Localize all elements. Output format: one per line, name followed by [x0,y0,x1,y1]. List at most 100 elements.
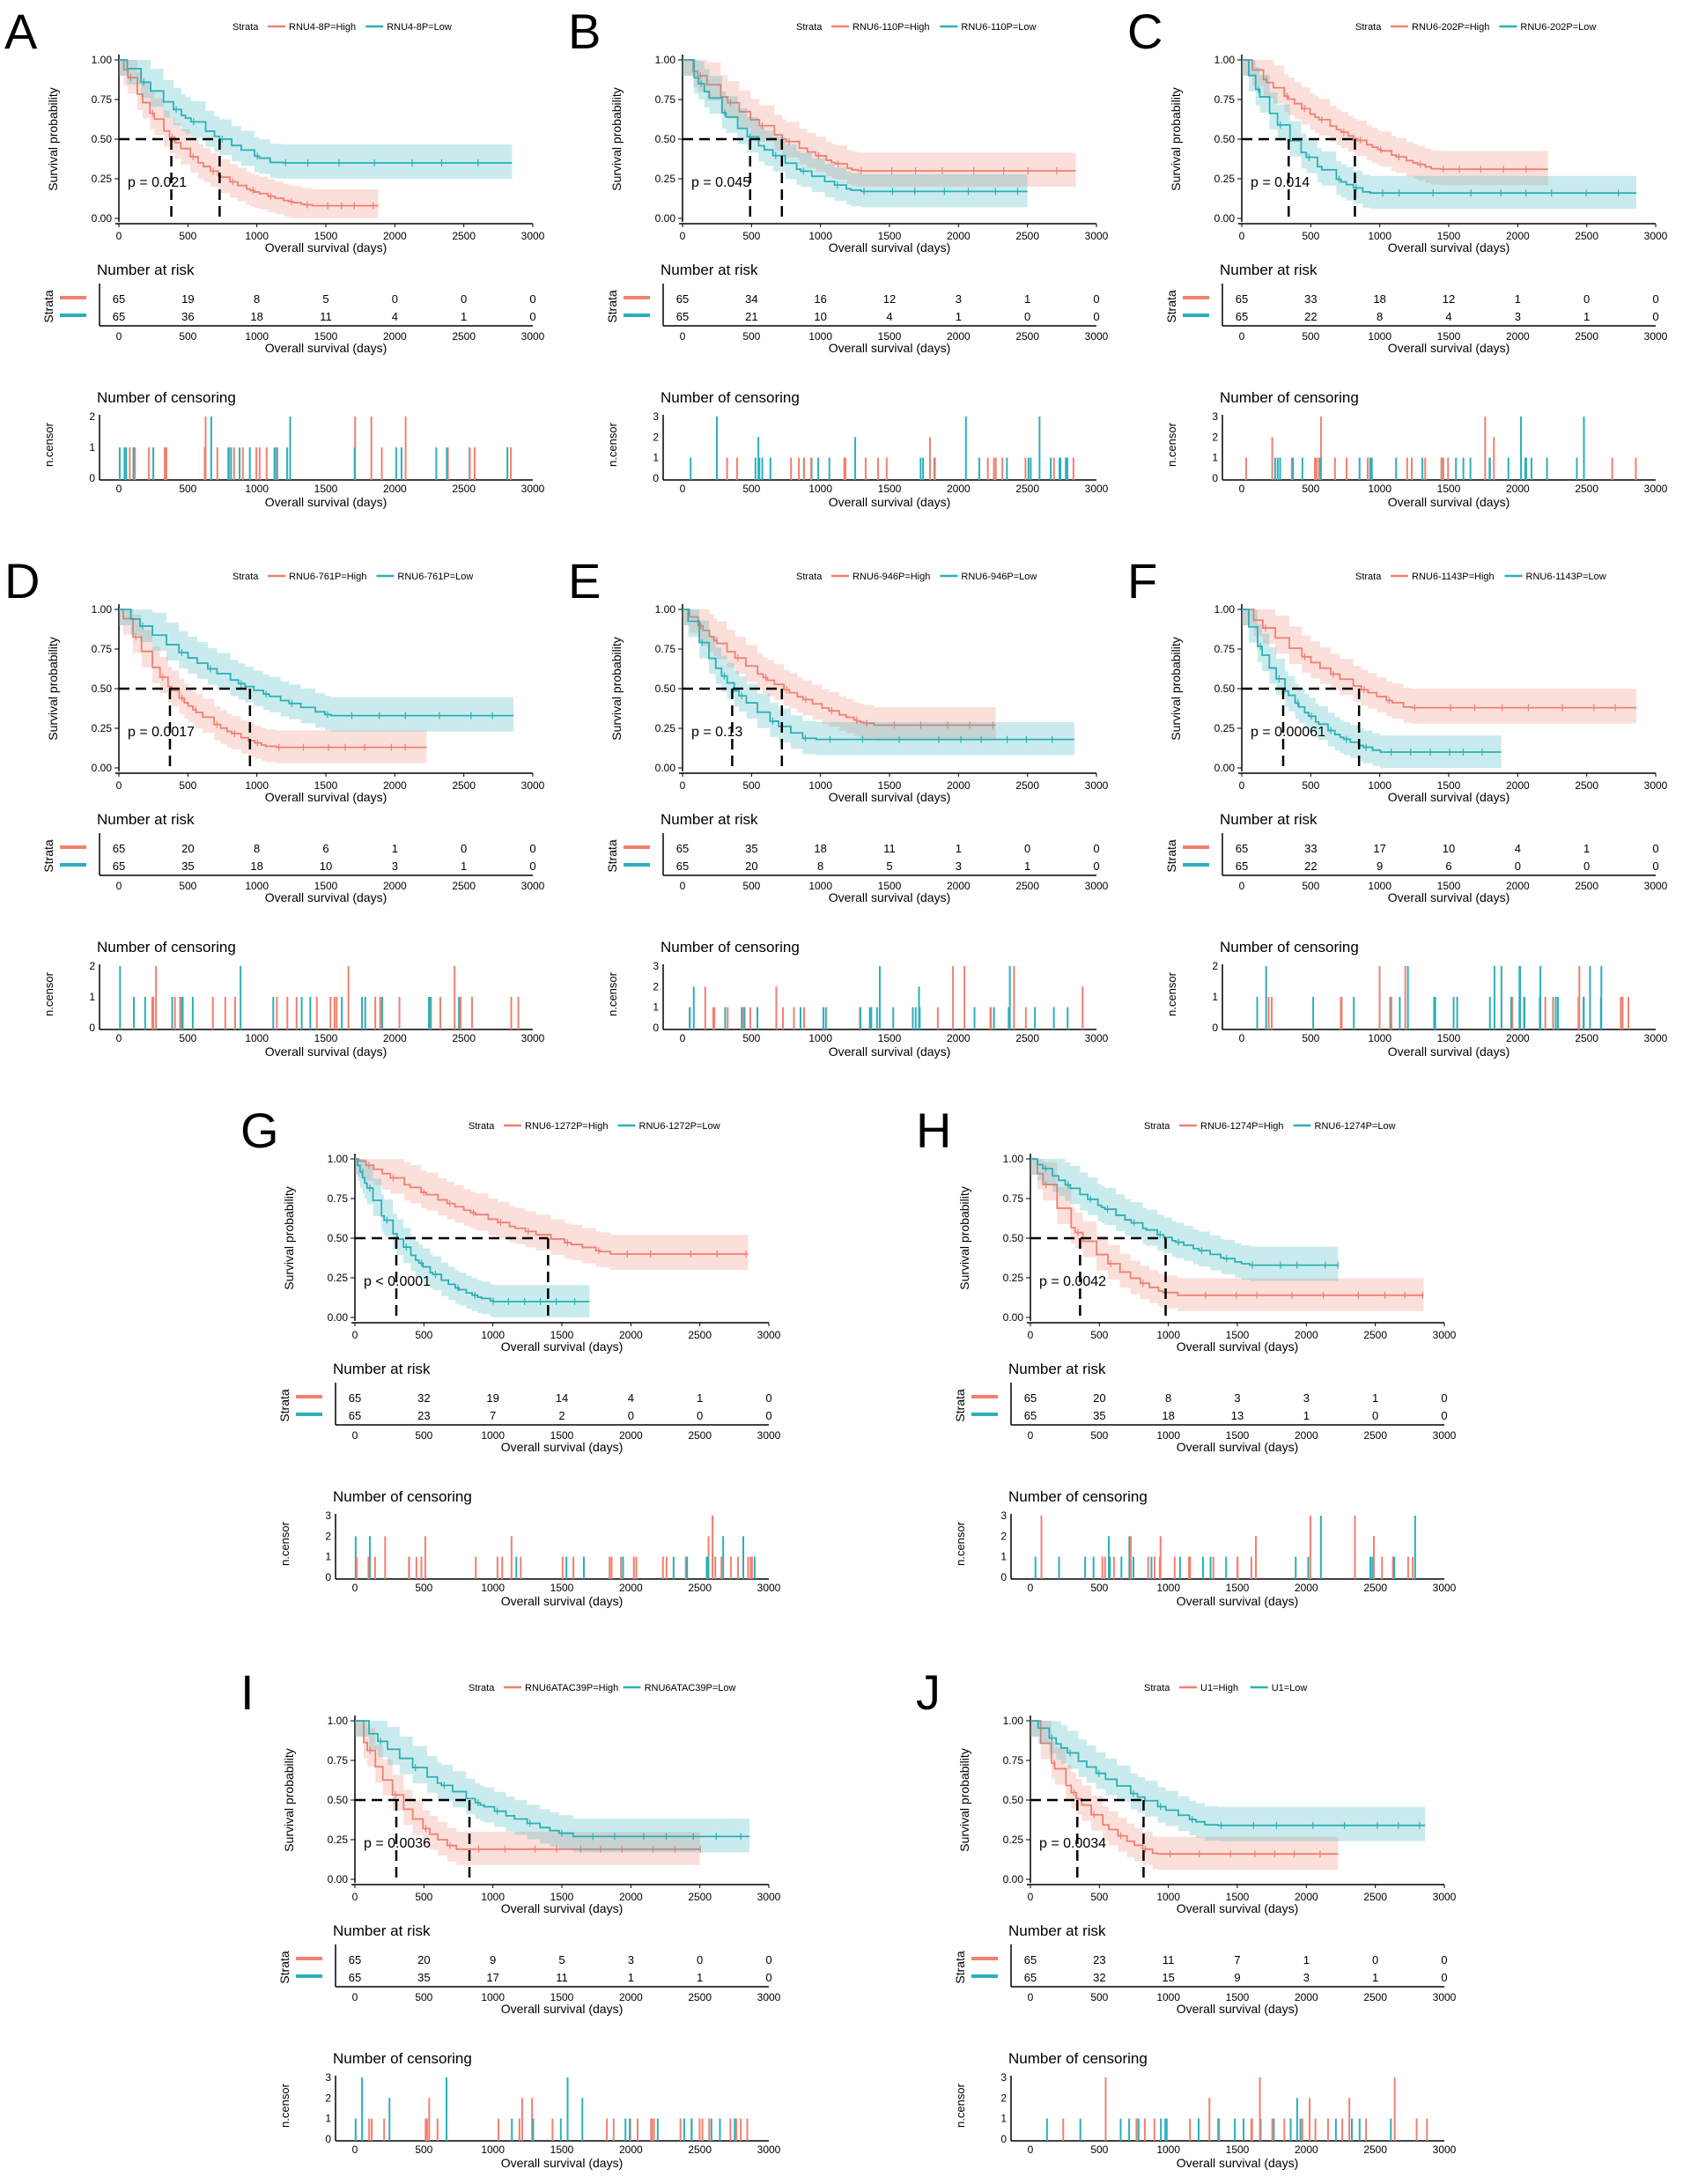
risk-x-tick-label: 2000 [1295,1429,1318,1442]
risk-x-tick-label: 0 [1239,880,1245,892]
risk-value-high: 11 [1163,1953,1175,1966]
censor-x-tick-label: 2500 [688,2143,712,2156]
censor-y-tick-label: 1 [1000,1551,1007,1563]
risk-value-low: 0 [1093,860,1099,873]
censor-x-tick-label: 2000 [1295,1582,1318,1594]
risk-value-low: 22 [1304,860,1317,873]
km-x-tick-label: 0 [1239,779,1245,792]
risk-value-high: 65 [1236,292,1248,306]
km-ci-band-high [119,609,427,764]
km-y-tick-label: 1.00 [655,54,676,66]
censor-x-tick-label: 1500 [1226,2143,1250,2156]
km-y-tick-label: 0.75 [328,1192,349,1205]
censor-y-tick-label: 2 [89,410,95,423]
risk-x-tick-label: 2000 [383,880,407,892]
risk-title: Number at risk [333,1361,431,1377]
km-y-tick-label: 1.00 [328,1715,349,1727]
censor-title: Number of censoring [1008,1488,1148,1505]
risk-value-high: 16 [814,292,826,306]
km-y-tick-label: 1.00 [655,603,676,616]
km-x-tick-label: 2500 [452,779,476,792]
censor-x-tick-label: 500 [742,1032,760,1044]
risk-value-high: 17 [1373,842,1385,855]
censor-x-tick-label: 0 [1239,1032,1245,1044]
censor-x-axis-title: Overall survival (days) [265,1044,387,1059]
km-x-tick-label: 1000 [481,1329,505,1341]
censor-x-tick-label: 1500 [878,1032,902,1044]
censor-x-axis-title: Overall survival (days) [501,1594,623,1608]
risk-x-tick-label: 500 [179,880,196,892]
risk-value-low: 0 [1652,860,1658,873]
km-curve-low [355,1158,590,1302]
censor-y-tick-label: 0 [653,472,659,484]
risk-title: Number at risk [1220,811,1318,828]
censor-x-tick-label: 500 [1090,2143,1108,2156]
km-x-tick-label: 1500 [878,230,902,242]
censor-y-tick-label: 1 [89,441,95,454]
km-curve-high [1030,1720,1339,1856]
risk-value-low: 11 [556,1971,568,1984]
risk-x-tick-label: 2000 [619,1429,643,1442]
km-y-tick-label: 0.25 [1214,722,1236,734]
km-ci-band-low [1242,609,1502,768]
risk-value-low: 10 [320,860,332,873]
legend-title: Strata [233,572,259,582]
km-x-tick-label: 0 [1028,1891,1034,1903]
risk-strata-label: Strata [41,290,55,323]
km-x-tick-label: 500 [1302,779,1319,792]
risk-x-tick-label: 0 [680,880,686,892]
legend-label-low: RNU6ATAC39P=Low [645,1683,736,1693]
risk-x-tick-label: 1500 [550,1429,574,1442]
legend-label-low: RNU6-1274P=Low [1315,1121,1396,1132]
censor-title: Number of censoring [97,939,236,956]
risk-value-low: 8 [1377,310,1383,323]
legend-label-low: RNU6-1272P=Low [639,1121,720,1132]
risk-value-high: 0 [1024,842,1030,855]
risk-title: Number at risk [97,262,195,278]
km-x-tick-label: 2500 [688,1329,712,1341]
risk-value-low: 1 [1303,1409,1310,1422]
legend-label-low: RNU6-946P=Low [961,572,1037,582]
legend-label-high: RNU4-8P=High [289,22,356,33]
risk-strata-label: Strata [605,290,619,323]
risk-x-tick-label: 1000 [481,1991,505,2003]
km-y-tick-label: 0.75 [92,643,113,655]
censor-x-tick-label: 3000 [1085,1032,1109,1044]
risk-value-high: 18 [1373,292,1385,306]
km-ci-band-low [1030,1159,1339,1281]
risk-x-tick-label: 2500 [452,330,476,343]
censor-y-tick-label: 3 [653,960,659,972]
risk-value-low: 4 [1445,310,1451,323]
risk-value-high: 33 [1304,292,1317,306]
risk-x-tick-label: 2500 [1015,880,1039,892]
risk-value-low: 35 [1093,1409,1105,1422]
km-ci-band-low [1030,1721,1426,1841]
censor-x-tick-label: 2000 [383,1032,407,1044]
risk-value-high: 0 [765,1953,771,1966]
risk-value-high: 1 [392,842,398,855]
risk-value-high: 5 [322,292,328,306]
km-x-tick-label: 3000 [1433,1891,1457,1903]
km-x-tick-label: 3000 [1085,230,1109,242]
risk-value-low: 65 [676,310,689,323]
censor-x-axis-title: Overall survival (days) [501,2156,623,2170]
risk-x-tick-label: 2000 [1295,1991,1318,2003]
risk-strata-label: Strata [277,1389,292,1422]
risk-x-tick-label: 500 [1302,330,1319,343]
censor-x-tick-label: 2500 [1363,2143,1387,2156]
risk-value-low: 1 [628,1971,634,1984]
risk-value-low: 15 [1162,1971,1174,1984]
legend-label-high: U1=High [1200,1683,1238,1693]
legend-title: Strata [1355,572,1382,582]
km-x-tick-label: 2000 [619,1329,643,1341]
km-x-tick-label: 2000 [947,230,971,242]
km-x-tick-label: 1000 [245,779,269,792]
censor-x-tick-label: 2500 [452,1032,476,1044]
risk-strata-label: Strata [1164,839,1178,873]
censor-x-tick-label: 2500 [1575,1032,1598,1044]
km-y-axis-title: Survival probability [46,637,60,741]
risk-value-low: 18 [1162,1409,1174,1422]
risk-value-low: 1 [697,1971,703,1984]
risk-value-low: 36 [181,310,194,323]
risk-strata-label: Strata [1164,290,1178,323]
